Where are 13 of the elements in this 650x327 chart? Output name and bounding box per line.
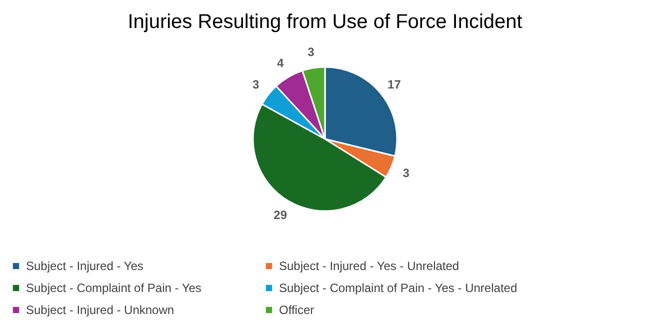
- data-label: 29: [274, 208, 288, 222]
- data-label: 3: [402, 166, 410, 180]
- legend-label: Subject - Injured - Yes - Unrelated: [279, 259, 460, 274]
- chart-title: Injuries Resulting from Use of Force Incident: [128, 11, 523, 33]
- data-label: 3: [308, 45, 315, 60]
- legend-label: Subject - Injured - Yes: [26, 259, 144, 274]
- data-label: 17: [388, 78, 402, 92]
- legend-label: Officer: [279, 303, 314, 317]
- legend-label: Subject - Complaint of Pain - Yes - Unrelated: [279, 281, 518, 295]
- legend-label: Subject - Injured - Unknown: [26, 303, 174, 317]
- data-label: 4: [276, 56, 284, 70]
- data-label: 3: [252, 78, 260, 92]
- legend-label: Subject - Complaint of Pain - Yes: [26, 281, 202, 295]
